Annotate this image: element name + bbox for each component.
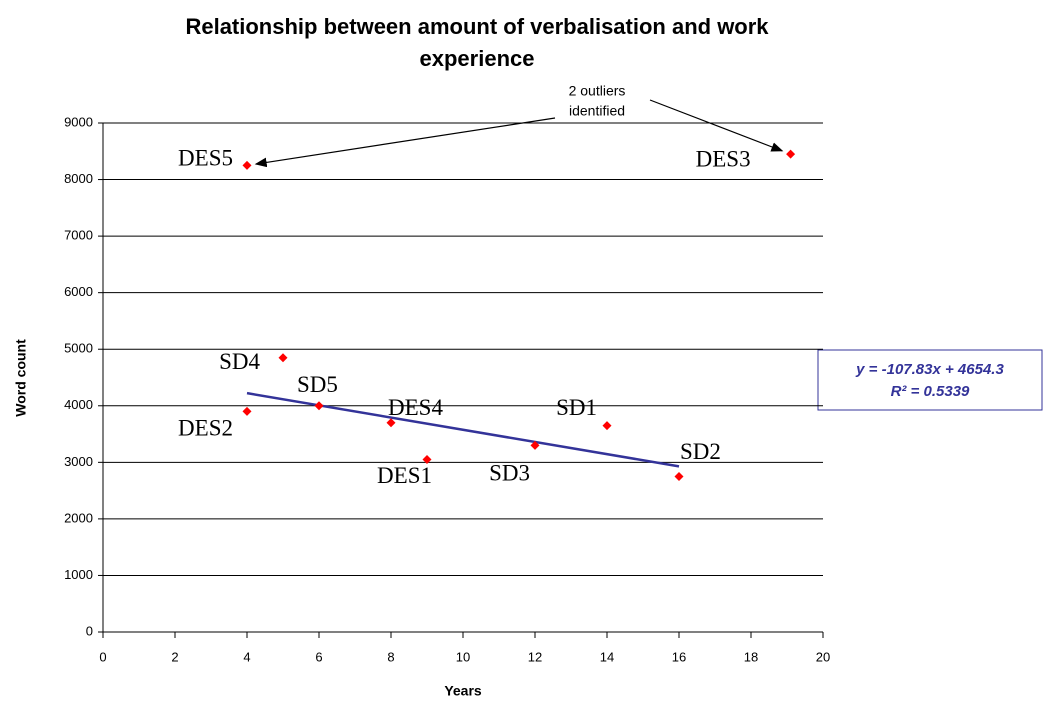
point-label: DES4: [388, 395, 443, 420]
point: [314, 401, 324, 411]
y-tick-label: 7000: [64, 228, 93, 243]
point-label: SD4: [219, 349, 260, 374]
y-tick-label: 8000: [64, 171, 93, 186]
point: [530, 440, 540, 450]
point: [242, 406, 252, 416]
x-axis-label: Years: [444, 683, 482, 699]
y-tick-label: 5000: [64, 341, 93, 356]
x-tick-label: 4: [243, 649, 250, 664]
point: [422, 455, 432, 465]
point-label: SD3: [489, 461, 530, 486]
point: [602, 421, 612, 431]
chart-title: Relationship between amount of verbalisa…: [185, 14, 769, 39]
x-tick-label: 14: [600, 649, 614, 664]
annotation: 2 outliers: [569, 83, 626, 99]
x-tick-label: 2: [171, 649, 178, 664]
y-tick-label: 0: [86, 623, 93, 638]
x-tick-label: 10: [456, 649, 470, 664]
point: [278, 353, 288, 363]
point-label: SD1: [556, 395, 597, 420]
point-label: DES3: [696, 146, 751, 171]
annotation: identified: [569, 103, 625, 119]
x-tick-label: 0: [99, 649, 106, 664]
trendline-label-box: [817, 349, 1043, 411]
point: [386, 418, 396, 428]
x-tick-label: 18: [744, 649, 758, 664]
point-label: DES2: [178, 416, 233, 441]
point: [242, 160, 252, 170]
y-tick-label: 3000: [64, 454, 93, 469]
y-tick-label: 2000: [64, 510, 93, 525]
annotation-arrow: [649, 99, 784, 152]
point-label: SD5: [297, 372, 338, 397]
point: [786, 149, 796, 159]
trendline-equation: y = -107.83x + 4654.3: [855, 361, 1004, 378]
x-tick-label: 6: [315, 649, 322, 664]
x-tick-label: 16: [672, 649, 686, 664]
x-tick-label: 12: [528, 649, 542, 664]
x-tick-label: 8: [387, 649, 394, 664]
trendline-r-squared: R² = 0.5339: [891, 383, 970, 400]
x-tick-label: 20: [816, 649, 830, 664]
y-tick-label: 1000: [64, 567, 93, 582]
y-tick-label: 4000: [64, 397, 93, 412]
point-label: SD2: [680, 439, 721, 464]
trendline: [246, 391, 680, 468]
point: [674, 471, 684, 481]
y-tick-label: 6000: [64, 284, 93, 299]
y-tick-label: 9000: [64, 114, 93, 129]
y-axis-label: Word count: [13, 339, 29, 417]
annotation-arrow: [254, 117, 556, 168]
point-label: DES5: [178, 146, 233, 171]
chart-title: experience: [420, 46, 535, 71]
point-label: DES1: [377, 463, 432, 488]
